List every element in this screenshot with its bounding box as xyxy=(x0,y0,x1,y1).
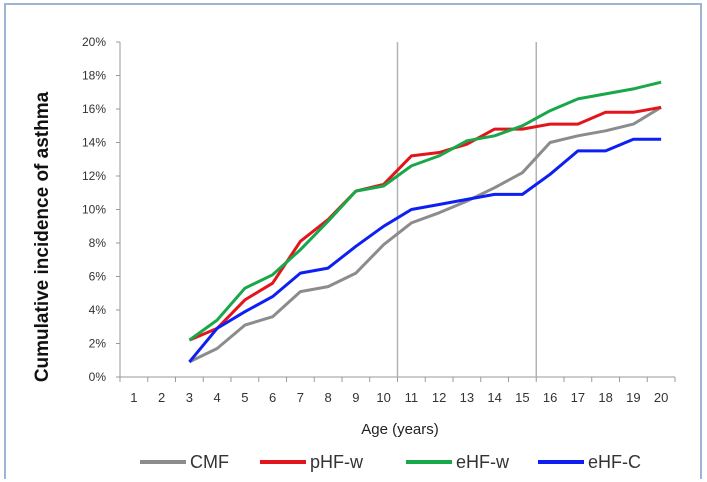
legend-item: eHF-C xyxy=(538,449,641,475)
legend-swatch xyxy=(406,460,452,464)
y-tick-label: 8% xyxy=(89,236,107,250)
y-tick-label: 18% xyxy=(82,69,106,83)
x-tick-label: 2 xyxy=(158,390,165,405)
y-tick-label: 20% xyxy=(82,35,106,49)
legend-swatch xyxy=(538,460,584,464)
legend-label: CMF xyxy=(190,451,229,472)
reference-lines xyxy=(396,42,537,377)
series-line-ehf-c xyxy=(188,137,662,363)
chart-frame: 0% 2% 4% 6% 8% 10% 12% 14% 16% 18% 20% 1 2 3 4 5 6 7 8 9 10 1… xyxy=(4,3,702,479)
x-tick-label: 3 xyxy=(186,390,193,405)
x-tick-label: 6 xyxy=(269,390,276,405)
legend-label: pHF-w xyxy=(310,451,363,472)
axes: 0%2%4%6%8%10%12%14%16%18%20%1 2 3 4 5 6 7 8 9 10 1… xyxy=(82,35,676,405)
x-tick-label: 12 xyxy=(432,390,446,405)
legend-label: eHF-w xyxy=(456,451,509,472)
x-tick-label: 5 xyxy=(241,390,248,405)
y-tick-label: 12% xyxy=(82,169,106,183)
y-axis-title: Cumulative incidence of asthma xyxy=(32,91,53,382)
x-tick-label: 20 xyxy=(654,390,668,405)
x-tick-label: 16 xyxy=(543,390,557,405)
y-tick-label: 16% xyxy=(82,102,106,116)
x-axis-title: Age (years) xyxy=(361,421,439,438)
legend-item: eHF-w xyxy=(406,449,509,475)
legend-item: CMF xyxy=(140,449,229,475)
legend: CMF pHF-w eHF-w eHF-C xyxy=(140,445,700,479)
x-tick-label: 15 xyxy=(515,390,529,405)
x-tick-label: 13 xyxy=(460,390,474,405)
x-tick-label: 10 xyxy=(376,390,390,405)
x-tick-label: 18 xyxy=(598,390,612,405)
x-tick-label: 14 xyxy=(487,390,501,405)
x-tick-label: 19 xyxy=(626,390,640,405)
series-line-ehf-w xyxy=(188,80,662,342)
y-tick-label: 0% xyxy=(89,370,107,384)
x-tick-label: 17 xyxy=(571,390,585,405)
y-tick-label: 4% xyxy=(89,303,107,317)
legend-item: pHF-w xyxy=(260,449,363,475)
x-tick-label: 1 xyxy=(130,390,137,405)
series-line-phf-w xyxy=(188,105,662,342)
x-tick-label: 11 xyxy=(405,390,419,405)
x-tick-label: 9 xyxy=(352,390,359,405)
y-tick-label: 14% xyxy=(82,136,106,150)
legend-swatch xyxy=(140,460,186,464)
legend-label: eHF-C xyxy=(588,451,641,472)
y-tick-label: 2% xyxy=(89,337,107,351)
x-tick-label: 4 xyxy=(214,390,221,405)
y-tick-label: 10% xyxy=(82,203,106,217)
line-chart: 0%2%4%6%8%10%12%14%16%18%20%1 2 3 4 5 6 7 8 9 10 1… xyxy=(32,35,676,438)
series-line-cmf xyxy=(188,106,662,364)
x-tick-label: 7 xyxy=(297,390,304,405)
x-tick-label: 8 xyxy=(325,390,332,405)
legend-swatch xyxy=(260,460,306,464)
series-lines xyxy=(188,80,662,364)
y-tick-label: 6% xyxy=(89,270,107,284)
